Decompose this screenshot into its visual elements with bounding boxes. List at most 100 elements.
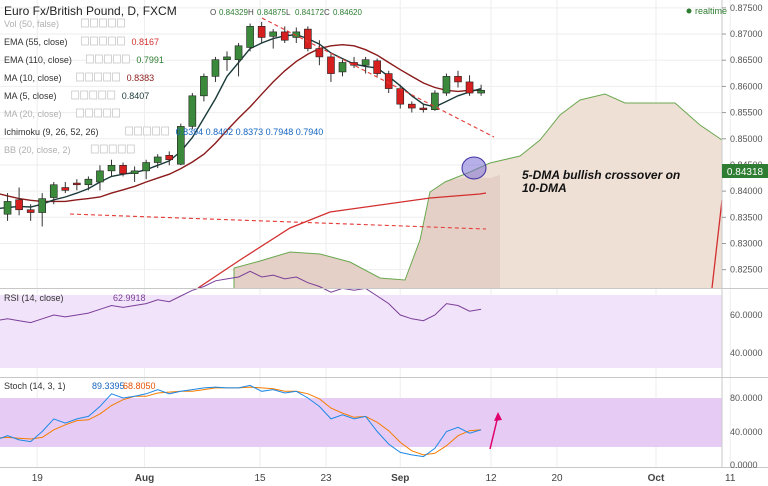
legend-control-icon[interactable] bbox=[90, 36, 98, 46]
last-price-badge bbox=[722, 164, 768, 178]
legend-control-icon[interactable] bbox=[90, 18, 98, 28]
legend-row[interactable]: Vol (50, false) bbox=[4, 18, 125, 29]
legend-control-icon[interactable] bbox=[113, 54, 121, 64]
legend-control-icon[interactable] bbox=[108, 36, 116, 46]
legend-row[interactable]: EMA (55, close) 0.8167 bbox=[4, 36, 160, 47]
candle bbox=[465, 75, 474, 96]
legend-control-icon[interactable] bbox=[117, 36, 125, 46]
candle-body-down bbox=[119, 164, 127, 174]
candle-body-up bbox=[107, 164, 116, 172]
candle-body-up bbox=[431, 92, 439, 111]
candle-body-up bbox=[269, 31, 278, 37]
legend-label: Ichimoku (9, 26, 52, 26) bbox=[4, 127, 99, 137]
price-tick-label: 0.87500 bbox=[730, 3, 763, 13]
candle-body-up bbox=[477, 89, 485, 94]
legend-control-icon[interactable] bbox=[108, 144, 117, 154]
legend-control-icon[interactable] bbox=[107, 90, 116, 100]
candle bbox=[246, 23, 254, 52]
rsi-line bbox=[0, 270, 482, 324]
legend-control-icon[interactable] bbox=[161, 126, 170, 136]
candle-body-up bbox=[3, 201, 12, 215]
rsi-label[interactable]: RSI (14, close) bbox=[4, 293, 64, 303]
rsi-tick-label: 40.0000 bbox=[730, 348, 763, 358]
candle bbox=[211, 56, 220, 82]
last-price-value: 0.84318 bbox=[727, 167, 764, 178]
legend-control-icon[interactable] bbox=[143, 126, 152, 136]
legend-row[interactable]: BB (20, close, 2) bbox=[4, 144, 135, 155]
candle-body-down bbox=[15, 199, 23, 211]
legend-control-icon[interactable] bbox=[103, 108, 111, 118]
legend-control-icon[interactable] bbox=[94, 72, 102, 82]
annotation-line-2: 10-DMA bbox=[522, 181, 567, 195]
legend-row[interactable]: MA (20, close) bbox=[4, 108, 120, 119]
rsi-value: 62.9918 bbox=[113, 293, 146, 303]
candle bbox=[454, 70, 462, 88]
legend-control-icon[interactable] bbox=[126, 144, 135, 154]
candle bbox=[442, 73, 451, 96]
stoch-label[interactable]: Stoch (14, 3, 1) bbox=[4, 381, 66, 391]
legend-control-icon[interactable] bbox=[99, 18, 107, 28]
candlesticks bbox=[3, 21, 485, 227]
legend-control-icon[interactable] bbox=[122, 54, 130, 64]
ma10-line bbox=[0, 43, 482, 203]
legend-control-icon[interactable] bbox=[80, 90, 89, 100]
legend-control-icon[interactable] bbox=[112, 72, 120, 82]
candle bbox=[315, 40, 324, 66]
candle-body-up bbox=[188, 95, 197, 127]
legend-control-icon[interactable] bbox=[81, 36, 89, 46]
realtime-dot-icon bbox=[686, 8, 692, 14]
legend-label: EMA (55, close) bbox=[4, 37, 68, 47]
legend-control-icon[interactable] bbox=[117, 18, 125, 28]
candle bbox=[165, 151, 174, 166]
legend-row[interactable]: MA (10, close) 0.8383 bbox=[4, 72, 154, 83]
time-axis[interactable]: 19 Aug 15 23 Sep 12 20 Oct 11 bbox=[32, 473, 736, 484]
price-tick-label: 0.85500 bbox=[730, 108, 763, 118]
legend-control-icon[interactable] bbox=[103, 72, 111, 82]
legend-control-icon[interactable] bbox=[104, 54, 112, 64]
price-axis[interactable]: 0.87500 0.87000 0.86500 0.86000 0.85500 0.850… bbox=[722, 3, 763, 275]
legend-control-icon[interactable] bbox=[76, 108, 84, 118]
legend-control-icon[interactable] bbox=[85, 72, 93, 82]
ichimoku-cloud bbox=[197, 93, 723, 289]
legend-row[interactable]: Ichimoku (9, 26, 52, 26) 0.8394 0.8402 0.… bbox=[4, 126, 323, 137]
candle bbox=[338, 59, 347, 77]
legend-value: 0.8167 bbox=[132, 37, 160, 47]
candle bbox=[223, 51, 231, 71]
legend-control-icon[interactable] bbox=[86, 54, 94, 64]
price-tick-label: 0.86000 bbox=[730, 81, 763, 91]
legend-control-icon[interactable] bbox=[152, 126, 161, 136]
candle bbox=[38, 193, 47, 227]
legend-control-icon[interactable] bbox=[71, 90, 80, 100]
legend-control-icon[interactable] bbox=[98, 90, 107, 100]
legend-control-icon[interactable] bbox=[95, 54, 103, 64]
legend-control-icon[interactable] bbox=[76, 72, 84, 82]
legend-control-icon[interactable] bbox=[99, 144, 108, 154]
legend-row[interactable]: EMA (110, close) 0.7991 bbox=[4, 54, 164, 65]
stoch-tick-label: 40.0000 bbox=[730, 427, 763, 437]
legend-control-icon[interactable] bbox=[108, 18, 116, 28]
legend-control-icon[interactable] bbox=[89, 90, 98, 100]
ohlc-value: 0.84620 bbox=[333, 8, 362, 17]
candle bbox=[257, 21, 266, 44]
legend-control-icon[interactable] bbox=[117, 144, 126, 154]
candle-body-up bbox=[49, 184, 58, 198]
legend-control-icon[interactable] bbox=[85, 108, 93, 118]
price-tick-label: 0.84000 bbox=[730, 186, 763, 196]
legend-control-icon[interactable] bbox=[112, 108, 120, 118]
legend-control-icon[interactable] bbox=[90, 144, 99, 154]
legend-row[interactable]: MA (5, close) 0.8407 bbox=[4, 90, 149, 101]
candle-body-down bbox=[384, 73, 393, 89]
legend-control-icon[interactable] bbox=[99, 36, 107, 46]
legend-control-icon[interactable] bbox=[125, 126, 133, 136]
candle-body-down bbox=[396, 88, 405, 105]
ema-tail-line bbox=[711, 199, 723, 289]
candle bbox=[26, 204, 35, 221]
symbol-title[interactable]: Euro Fx/British Pound, D, FXCM bbox=[4, 4, 177, 18]
legend-label: Vol (50, false) bbox=[4, 19, 59, 29]
candle-body-up bbox=[142, 162, 150, 172]
legend-control-icon[interactable] bbox=[134, 126, 143, 136]
price-tick-label: 0.83000 bbox=[730, 238, 763, 248]
legend-control-icon[interactable] bbox=[94, 108, 102, 118]
stoch-d-value: 68.8050 bbox=[123, 381, 156, 391]
legend-control-icon[interactable] bbox=[81, 18, 89, 28]
